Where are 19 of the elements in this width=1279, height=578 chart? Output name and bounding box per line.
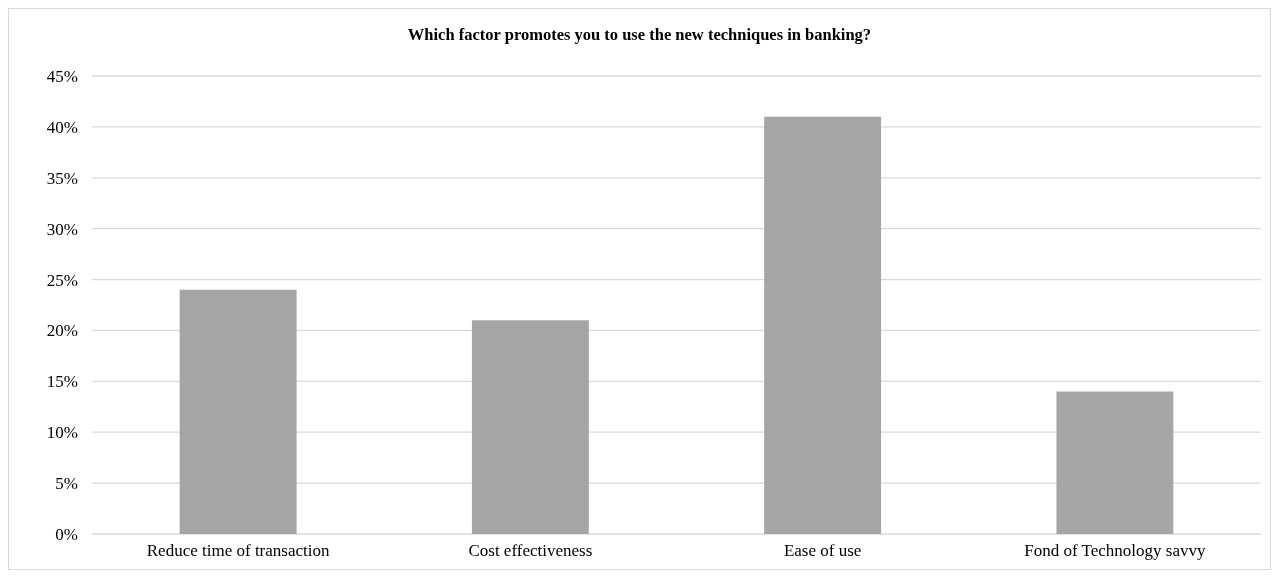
bar — [179, 289, 297, 534]
y-tick-label: 25% — [46, 270, 78, 290]
y-tick-label: 35% — [46, 168, 78, 188]
y-tick-label: 0% — [55, 524, 78, 544]
bar — [764, 116, 882, 534]
y-tick-label: 40% — [46, 117, 78, 137]
bar — [1056, 391, 1174, 534]
x-tick-label: Reduce time of transaction — [146, 541, 330, 560]
y-tick-label: 45% — [46, 66, 78, 86]
x-tick-label: Cost effectiveness — [468, 541, 593, 560]
y-tick-label: 15% — [46, 372, 78, 392]
y-tick-label: 10% — [46, 423, 78, 443]
chart-title: Which factor promotes you to use the new techniques in banking? — [407, 25, 872, 44]
bar — [471, 320, 589, 534]
x-tick-label: Ease of use — [783, 541, 862, 560]
y-tick-label: 5% — [55, 474, 78, 494]
y-tick-label: 20% — [46, 321, 78, 341]
x-tick-label: Fond of Technology savvy — [1024, 541, 1206, 560]
y-tick-label: 30% — [46, 219, 78, 239]
